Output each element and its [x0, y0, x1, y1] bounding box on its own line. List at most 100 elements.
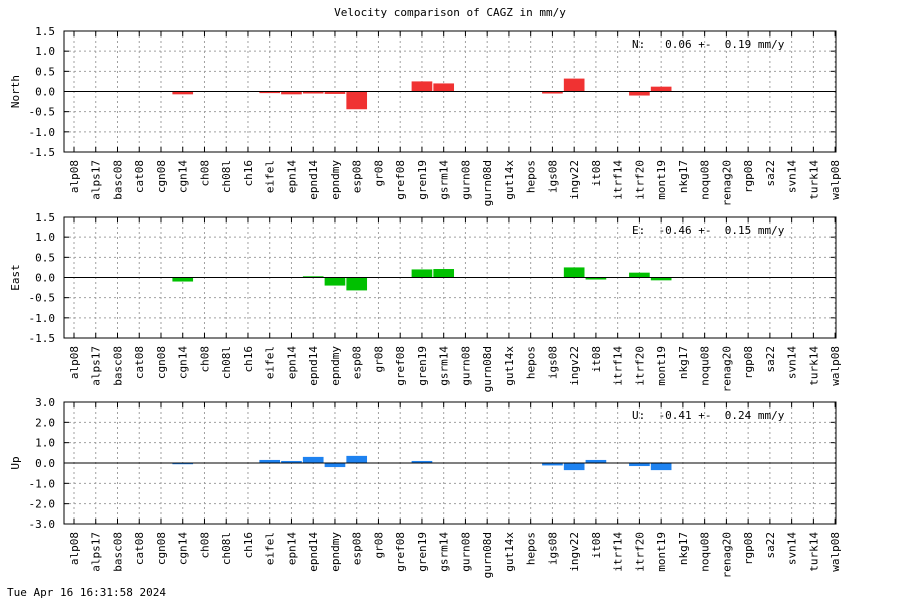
bar-mont19 — [650, 86, 672, 92]
x-tick-label: cgn14 — [177, 532, 190, 565]
y-tick-label: -0.5 — [29, 106, 56, 119]
bar-gren19 — [411, 269, 433, 278]
x-tick-label: gren19 — [416, 346, 429, 386]
x-tick-label: itrf14 — [612, 346, 625, 386]
panel-east: 1.5 1.0 0.5 0.0 -0.5 -1.0 -1.5 alp08 alps17 basc0… — [9, 211, 842, 392]
x-tick-label: mont19 — [655, 346, 668, 386]
x-tick-label: hepos — [525, 532, 538, 565]
x-tick-label: eifel — [264, 532, 277, 565]
bar-epndmy — [324, 463, 346, 468]
stats-annotation: N: 0.06 +- 0.19 mm/y — [632, 38, 785, 51]
x-tick-label: ch08 — [198, 160, 211, 187]
bar-gsrm14 — [433, 269, 455, 278]
x-tick-label: noqu08 — [699, 346, 712, 386]
x-tick-label: ch08l — [220, 346, 233, 379]
bar-epndmy — [324, 277, 346, 286]
bar-mont19 — [650, 463, 672, 471]
x-tick-label: cat08 — [133, 346, 146, 379]
x-tick-label: itrf14 — [612, 160, 625, 200]
x-tick-label: sa22 — [764, 160, 777, 187]
x-tick-label: nkg17 — [677, 160, 690, 193]
x-tick-label: hepos — [525, 346, 538, 379]
x-tick-label: sa22 — [764, 532, 777, 559]
bar-epndmy — [324, 91, 346, 94]
x-tick-label: esp08 — [351, 160, 364, 193]
x-tick-label: ch08l — [220, 160, 233, 193]
x-tick-label: epn14 — [285, 160, 298, 193]
x-tick-label: ch16 — [242, 532, 255, 559]
y-tick-label: 2.0 — [35, 416, 55, 429]
y-tick-label: 0.5 — [35, 251, 55, 264]
x-tick-label: gsrm14 — [438, 346, 451, 386]
chart-title: Velocity comparison of CAGZ in mm/y — [334, 6, 566, 19]
x-tick-label: alps17 — [90, 532, 103, 572]
x-tick-label: gren19 — [416, 532, 429, 572]
x-tick-label: gsrm14 — [438, 160, 451, 200]
x-tick-label: gut14x — [503, 346, 516, 386]
x-tick-label: ch16 — [242, 346, 255, 373]
x-tick-label: esp08 — [351, 532, 364, 565]
x-tick-label: alp08 — [68, 160, 81, 193]
y-axis-label: North — [9, 75, 22, 108]
x-tick-label: gsrm14 — [438, 532, 451, 572]
x-tick-label: basc08 — [111, 346, 124, 386]
bar-ingv22 — [563, 267, 585, 278]
x-tick-label: gr08 — [372, 160, 385, 187]
bar-ingv22 — [563, 78, 585, 92]
bar-it08 — [585, 277, 607, 280]
x-tick-label: renag20 — [720, 346, 733, 392]
bar-eifel — [259, 459, 281, 463]
panel-north: 1.5 1.0 0.5 0.0 -0.5 -1.0 -1.5 alp08 alps17 basc0… — [9, 25, 842, 206]
bar-epn14 — [281, 91, 302, 95]
bar-eifel — [259, 91, 281, 94]
x-tick-label: ingv22 — [568, 532, 581, 572]
x-tick-label: igs08 — [546, 532, 559, 565]
x-tick-label: gurn08d — [481, 160, 494, 206]
x-tick-label: gurn08 — [459, 532, 472, 572]
y-tick-label: 1.5 — [35, 25, 55, 38]
bar-igs08 — [542, 91, 563, 94]
x-tick-label: itrf20 — [633, 160, 646, 200]
bar-esp08 — [346, 91, 368, 110]
x-tick-label: eifel — [264, 346, 277, 379]
y-tick-label: -1.0 — [29, 477, 56, 490]
x-tick-label: cgn14 — [177, 160, 190, 193]
panel-up: 3.0 2.0 1.0 0.0 -1.0 -2.0 -3.0 alp08 alps17 basc0… — [9, 396, 842, 578]
bar-esp08 — [346, 455, 368, 463]
x-tick-label: it08 — [590, 346, 603, 373]
x-tick-label: ingv22 — [568, 346, 581, 386]
bar-it08 — [585, 459, 607, 463]
x-tick-label: igs08 — [546, 346, 559, 379]
timestamp: Tue Apr 16 16:31:58 2024 — [7, 586, 166, 599]
x-tick-label: cgn14 — [177, 346, 190, 379]
y-tick-label: 1.5 — [35, 211, 55, 224]
x-tick-label: epn14 — [285, 346, 298, 379]
x-tick-label: cgn08 — [155, 346, 168, 379]
y-tick-label: 1.0 — [35, 45, 55, 58]
x-tick-label: epndmy — [329, 160, 342, 200]
x-tick-label: itrf20 — [633, 532, 646, 572]
bar-gren19 — [411, 460, 433, 463]
x-tick-label: svn14 — [786, 532, 799, 565]
x-tick-label: itrf14 — [612, 532, 625, 572]
y-tick-label: -3.0 — [29, 518, 56, 531]
x-tick-label: epndmy — [329, 532, 342, 572]
bar-ingv22 — [563, 463, 585, 471]
bar-itrf20 — [629, 91, 650, 96]
y-axis-label: Up — [9, 456, 22, 469]
x-tick-label: nkg17 — [677, 532, 690, 565]
y-tick-label: -0.5 — [29, 292, 56, 305]
stats-annotation: E: -0.46 +- 0.15 mm/y — [632, 224, 785, 237]
y-tick-label: -1.5 — [29, 332, 56, 345]
x-tick-label: rgp08 — [742, 160, 755, 193]
x-tick-label: esp08 — [351, 346, 364, 379]
bar-gren19 — [411, 81, 433, 92]
x-tick-label: noqu08 — [699, 160, 712, 200]
x-tick-label: basc08 — [111, 160, 124, 200]
x-tick-label: turk14 — [807, 160, 820, 200]
x-tick-label: it08 — [590, 160, 603, 187]
x-tick-label: basc08 — [111, 532, 124, 572]
x-tick-label: ch16 — [242, 160, 255, 187]
x-tick-label: eifel — [264, 160, 277, 193]
bar-esp08 — [346, 277, 368, 291]
